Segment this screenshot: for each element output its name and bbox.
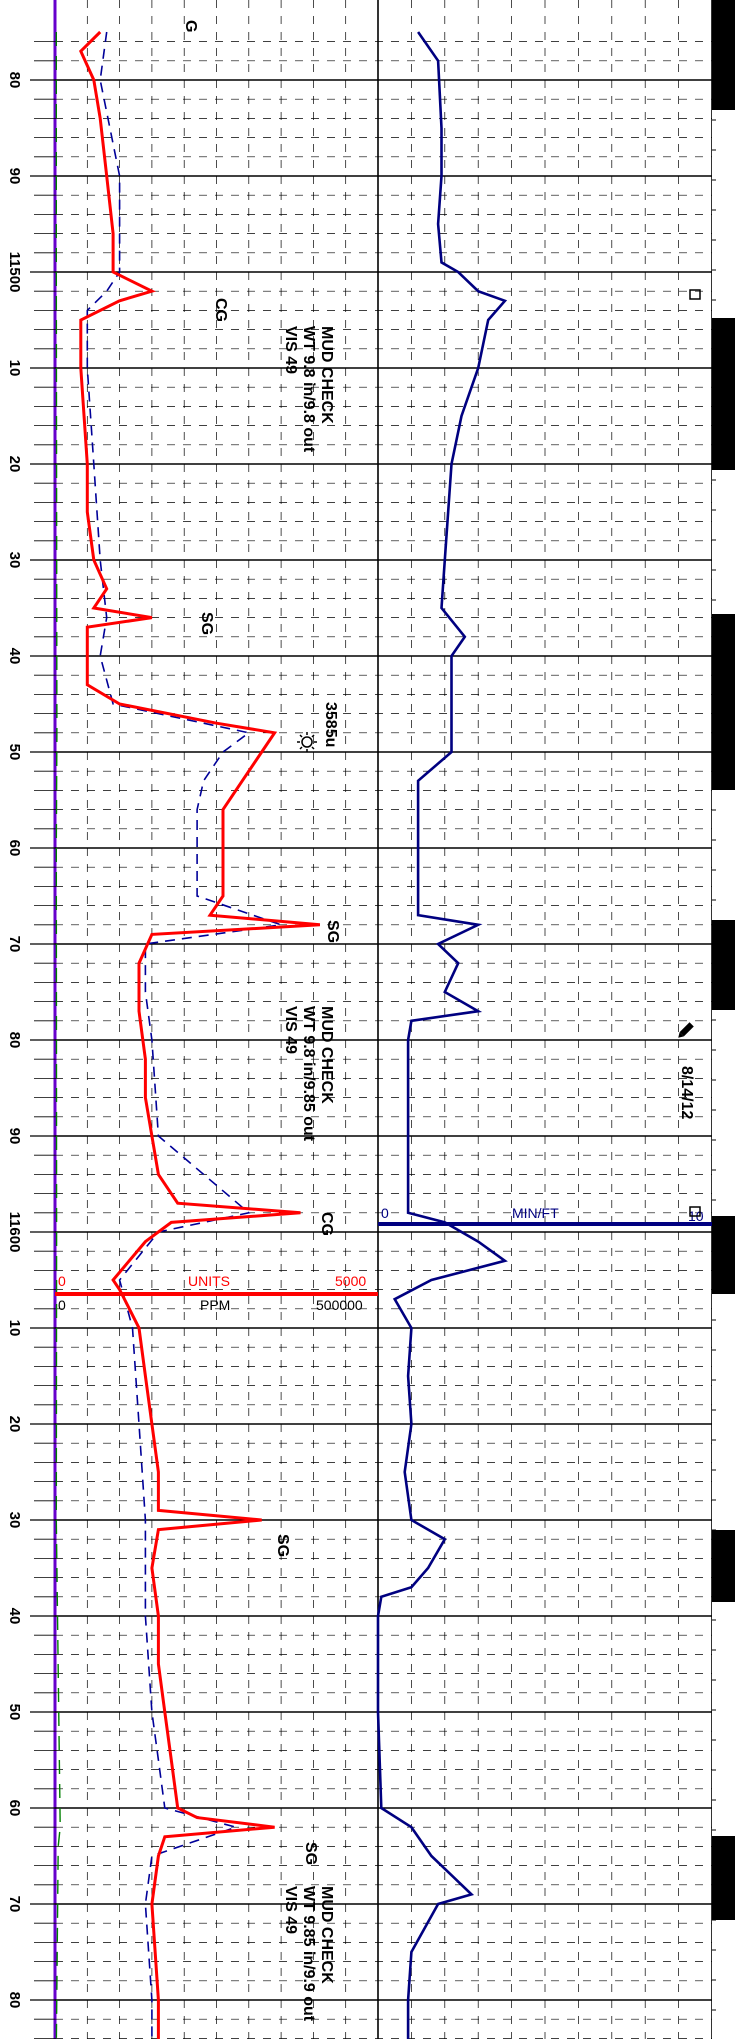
annotation-sg-3: SG [274, 1534, 291, 1557]
depth-tick-label: 10 [6, 1320, 23, 1337]
annotation-cg-2: CG [318, 1212, 335, 1236]
units-scale-left: 0 [58, 1273, 66, 1289]
lithology-block [712, 1530, 735, 1602]
mud-check-3: MUD CHECK WT 9.85 in/9.9 out VIS 49 [282, 1886, 335, 2022]
depth-tick-label: 20 [6, 1416, 23, 1433]
depth-tick-label: 60 [6, 1800, 23, 1817]
total-gas-curve [79, 30, 321, 2039]
depth-tick-label: 30 [6, 552, 23, 569]
depth-tick-label: 80 [6, 1032, 23, 1049]
depth-tick-label: 50 [6, 1704, 23, 1721]
label-layer: G CG SG 3585u SG CG SG SG MUD CHECK WT 9… [182, 20, 701, 2022]
annotation-cg-1: CG [212, 298, 229, 322]
lithology-block [712, 318, 735, 470]
lithology-column [712, 0, 735, 2039]
depth-tick-label: 80 [6, 72, 23, 89]
annotation-3585u: 3585u [322, 702, 339, 747]
rop-scale-label: MIN/FT [512, 1205, 559, 1221]
depth-tick-label: 11500 [6, 252, 23, 293]
gamma-curve [55, 32, 61, 2039]
annotation-sg-2: SG [324, 920, 341, 943]
lithology-block [712, 0, 735, 110]
mud-check-title: MUD CHECK [318, 1006, 335, 1104]
grid-layer: 80 90 11500 10 20 30 40 50 60 70 80 90 11600 10 20 30 40… [6, 0, 735, 2039]
mud-check-weight: WT 9.8 in/9.85 out [300, 1006, 317, 1142]
pencil-icon [678, 1022, 694, 1038]
depth-tick-label: 60 [6, 840, 23, 857]
depth-tick-label: 90 [6, 1128, 23, 1145]
mud-check-title: MUD CHECK [318, 1886, 335, 1984]
mud-check-title: MUD CHECK [318, 326, 335, 424]
mud-check-viscosity: VIS 49 [282, 326, 299, 374]
mud-check-weight: WT 9.8 in/9.8 out [300, 326, 317, 453]
mud-check-2: MUD CHECK WT 9.8 in/9.85 out VIS 49 [282, 1006, 335, 1142]
mud-check-1: MUD CHECK WT 9.8 in/9.8 out VIS 49 [282, 326, 335, 453]
depth-tick-label: 30 [6, 1512, 23, 1529]
mud-check-viscosity: VIS 49 [282, 1886, 299, 1934]
bit-icon [689, 289, 701, 1217]
lithology-block [712, 1216, 735, 1294]
depth-tick-label: 90 [6, 168, 23, 185]
depth-tick-label: 70 [6, 1896, 23, 1913]
depth-tick-label: 50 [6, 744, 23, 761]
depth-tick-label: 20 [6, 456, 23, 473]
ppm-scale-label: PPM [200, 1297, 230, 1313]
annotation-sg-1: SG [198, 612, 215, 635]
sun-icon [297, 732, 317, 752]
depth-tick-label: 80 [6, 1992, 23, 2009]
scale-layer: 0 MIN/FT 10 0 UNITS 5000 0 PPM 500000 [55, 1205, 712, 1313]
mud-check-weight: WT 9.85 in/9.9 out [300, 1886, 317, 2022]
mud-check-viscosity: VIS 49 [282, 1006, 299, 1054]
chromatograph-curve [86, 31, 282, 2039]
units-scale-label: UNITS [188, 1273, 230, 1289]
depth-tick-label: 40 [6, 648, 23, 665]
ppm-scale-left: 0 [58, 1297, 66, 1313]
curve-layer [55, 30, 508, 2039]
lithology-block [712, 1836, 735, 1920]
depth-tick-label: 10 [6, 360, 23, 377]
annotation-g: G [182, 20, 199, 32]
depth-tick-label: 40 [6, 1608, 23, 1625]
ppm-scale-right: 500000 [316, 1297, 363, 1313]
lithology-block [712, 614, 735, 790]
units-scale-right: 5000 [335, 1273, 366, 1289]
depth-tick-label: 70 [6, 936, 23, 953]
annotation-sg-4: SG [302, 1842, 319, 1865]
lithology-block [712, 920, 735, 1010]
depth-tick-label: 11600 [6, 1212, 23, 1253]
date-label: 8/14/12 [678, 1066, 695, 1119]
rop-scale-left: 0 [381, 1205, 389, 1221]
rop-curve [376, 31, 508, 2039]
